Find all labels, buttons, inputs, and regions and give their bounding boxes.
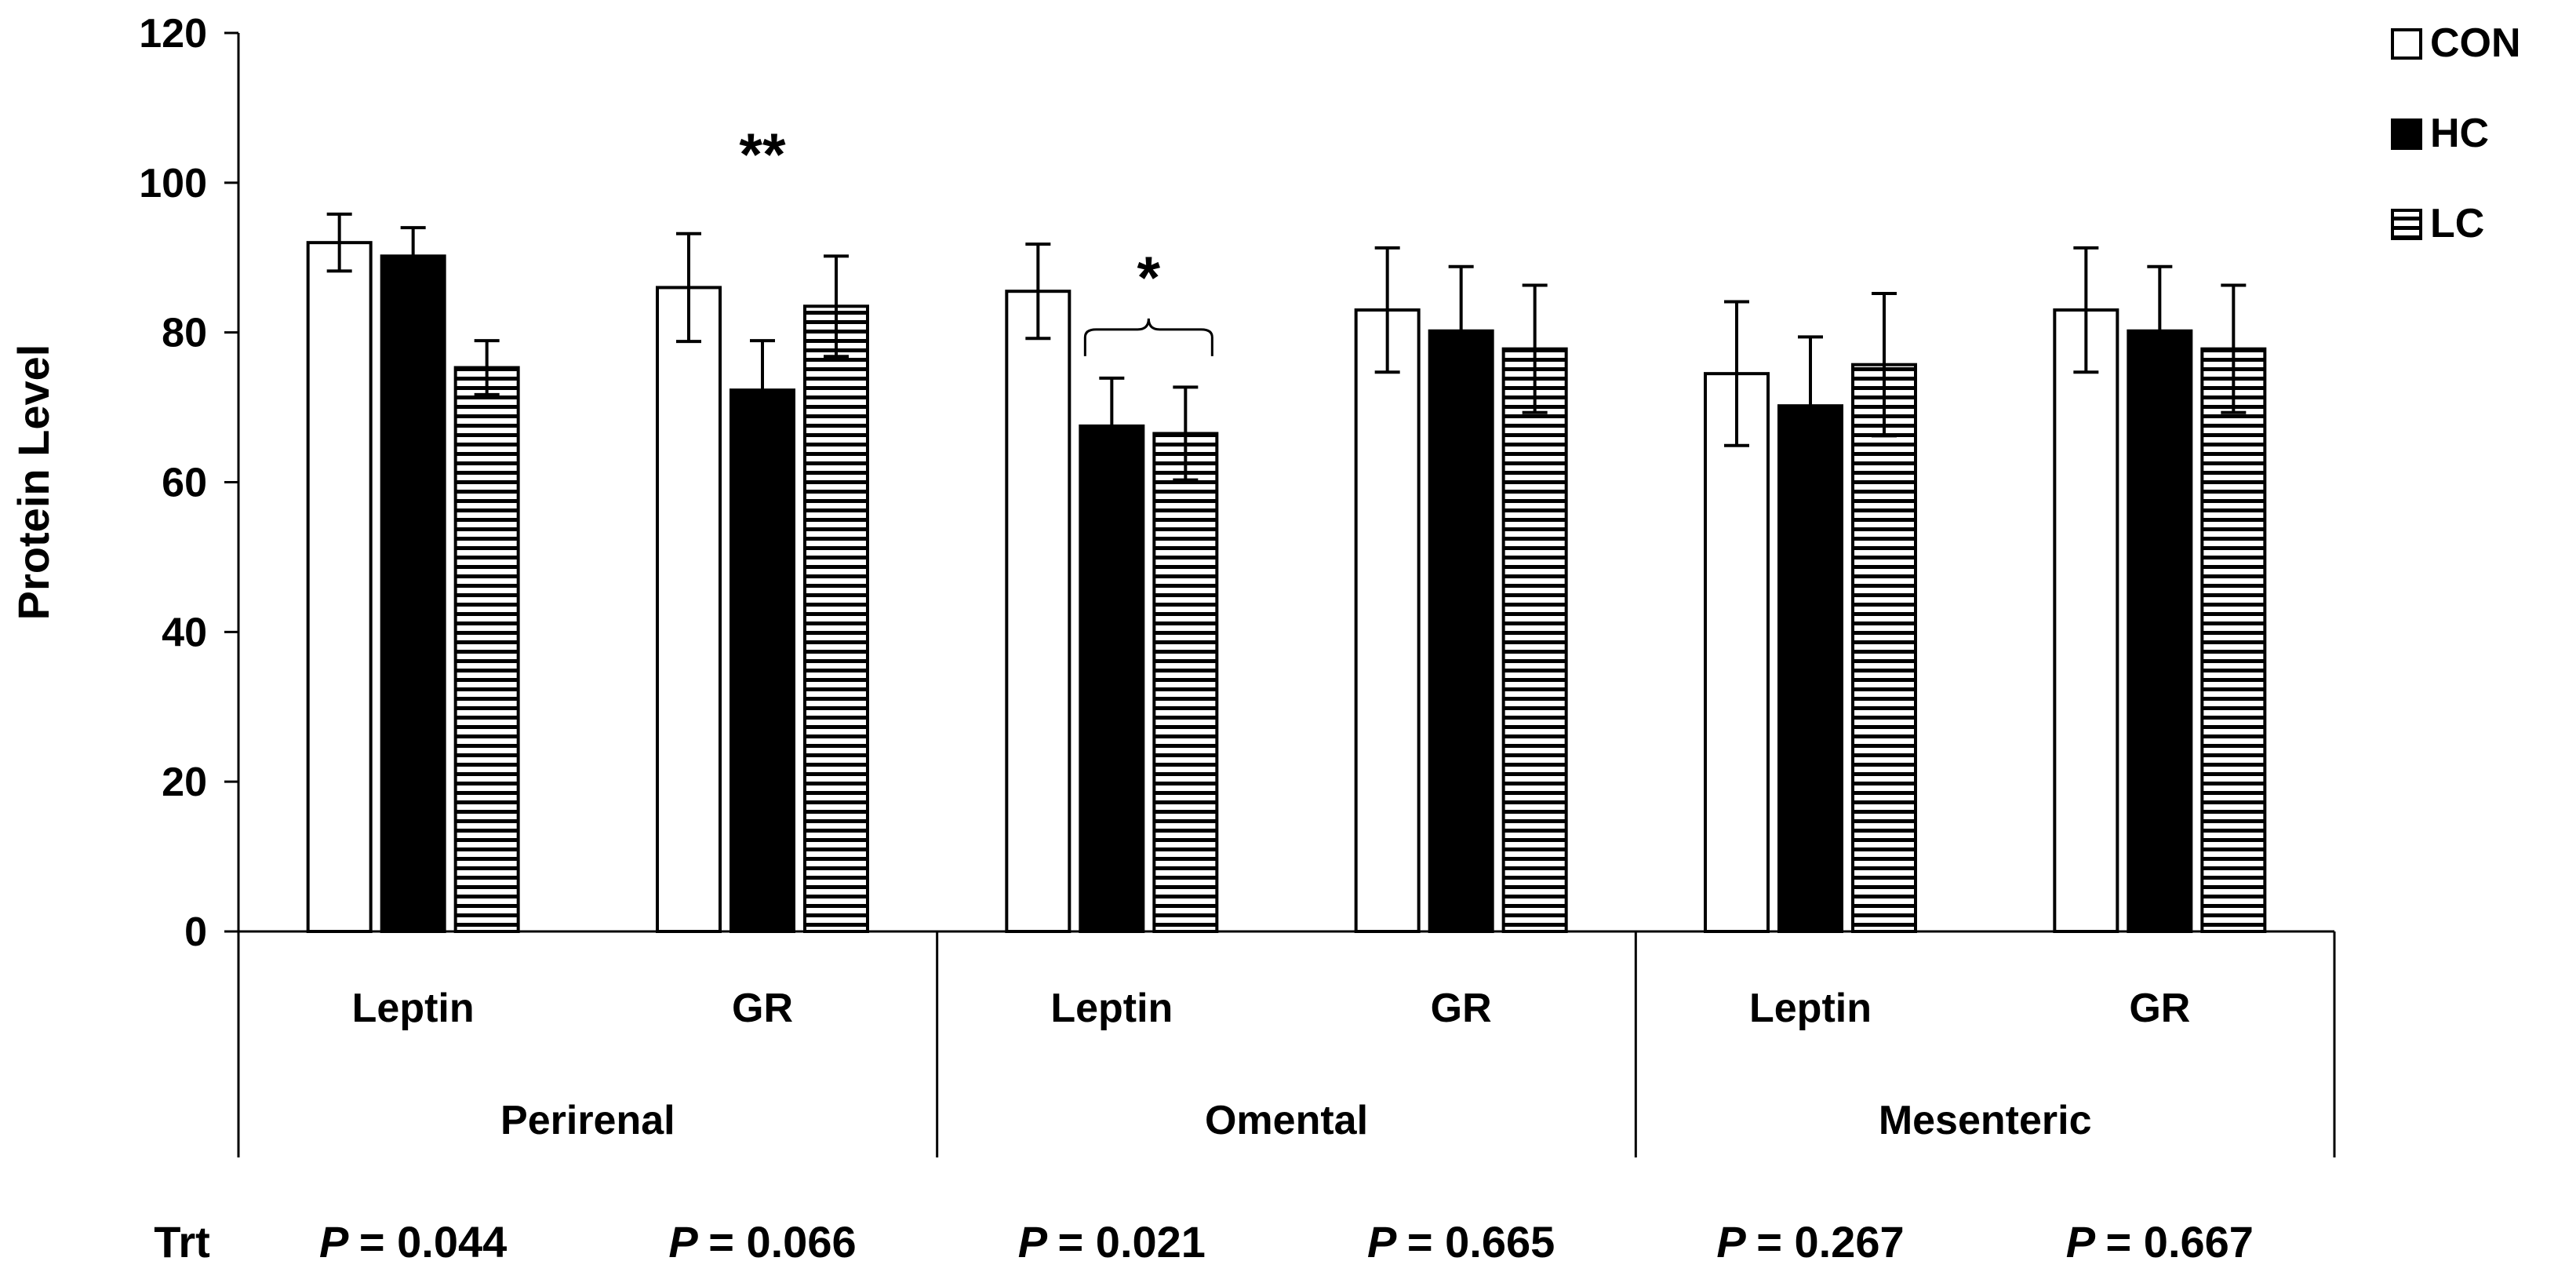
bar-lc xyxy=(803,304,869,934)
p-value-label: P = 0.066 xyxy=(668,1217,856,1267)
y-tick-label: 40 xyxy=(162,610,207,655)
bar-con xyxy=(1354,308,1421,933)
bar-con xyxy=(306,241,373,933)
significance-marker: ** xyxy=(739,122,786,188)
legend-swatch-con xyxy=(2391,28,2422,60)
y-axis-title: Protein Level xyxy=(9,344,58,621)
legend-label-hc: HC xyxy=(2430,111,2489,156)
bar-hc xyxy=(1777,404,1843,933)
bar-hc xyxy=(380,254,446,933)
x-group-label: Perirenal xyxy=(500,1098,675,1143)
bar-lc xyxy=(2200,347,2267,933)
p-value-label: P = 0.044 xyxy=(319,1217,507,1267)
p-value-label: P = 0.667 xyxy=(2066,1217,2254,1267)
bar-lc xyxy=(1152,432,1219,933)
legend-label-lc: LC xyxy=(2430,201,2484,246)
y-tick-label: 120 xyxy=(139,11,207,56)
x-category-label: Leptin xyxy=(1050,986,1173,1031)
bar-lc xyxy=(1501,347,1568,933)
bar-lc xyxy=(453,366,520,933)
bar-con xyxy=(1005,290,1072,933)
x-category-label: GR xyxy=(732,986,793,1031)
p-value-label: P = 0.267 xyxy=(1716,1217,1904,1267)
legend-label-con: CON xyxy=(2430,20,2521,66)
x-category-label: GR xyxy=(1431,986,1492,1031)
bar-hc xyxy=(730,388,795,933)
y-tick-label: 80 xyxy=(162,311,207,356)
p-value-label: P = 0.021 xyxy=(1018,1217,1206,1267)
y-tick-label: 60 xyxy=(162,461,207,506)
x-category-label: GR xyxy=(2129,986,2190,1031)
p-value-label: P = 0.665 xyxy=(1367,1217,1555,1267)
y-tick-label: 0 xyxy=(184,909,207,955)
x-group-label: Omental xyxy=(1205,1098,1368,1143)
significance-bracket xyxy=(1083,318,1213,356)
bar-con xyxy=(2053,308,2119,933)
bar-hc xyxy=(1428,329,1494,933)
significance-marker: * xyxy=(1137,245,1161,312)
bar-con xyxy=(656,286,722,933)
x-group-label: Mesenteric xyxy=(1879,1098,2092,1143)
x-category-label: Leptin xyxy=(1749,986,1872,1031)
bar-hc xyxy=(2127,329,2193,933)
bar-lc xyxy=(1851,363,1917,933)
p-row-label: Trt xyxy=(154,1217,210,1267)
y-tick-label: 100 xyxy=(139,161,207,206)
bar-hc xyxy=(1079,424,1145,933)
x-category-label: Leptin xyxy=(352,986,475,1031)
bar-con xyxy=(1704,372,1770,934)
y-tick-label: 20 xyxy=(162,760,207,805)
legend-swatch-hc xyxy=(2391,118,2422,150)
legend-swatch-lc xyxy=(2391,209,2422,240)
